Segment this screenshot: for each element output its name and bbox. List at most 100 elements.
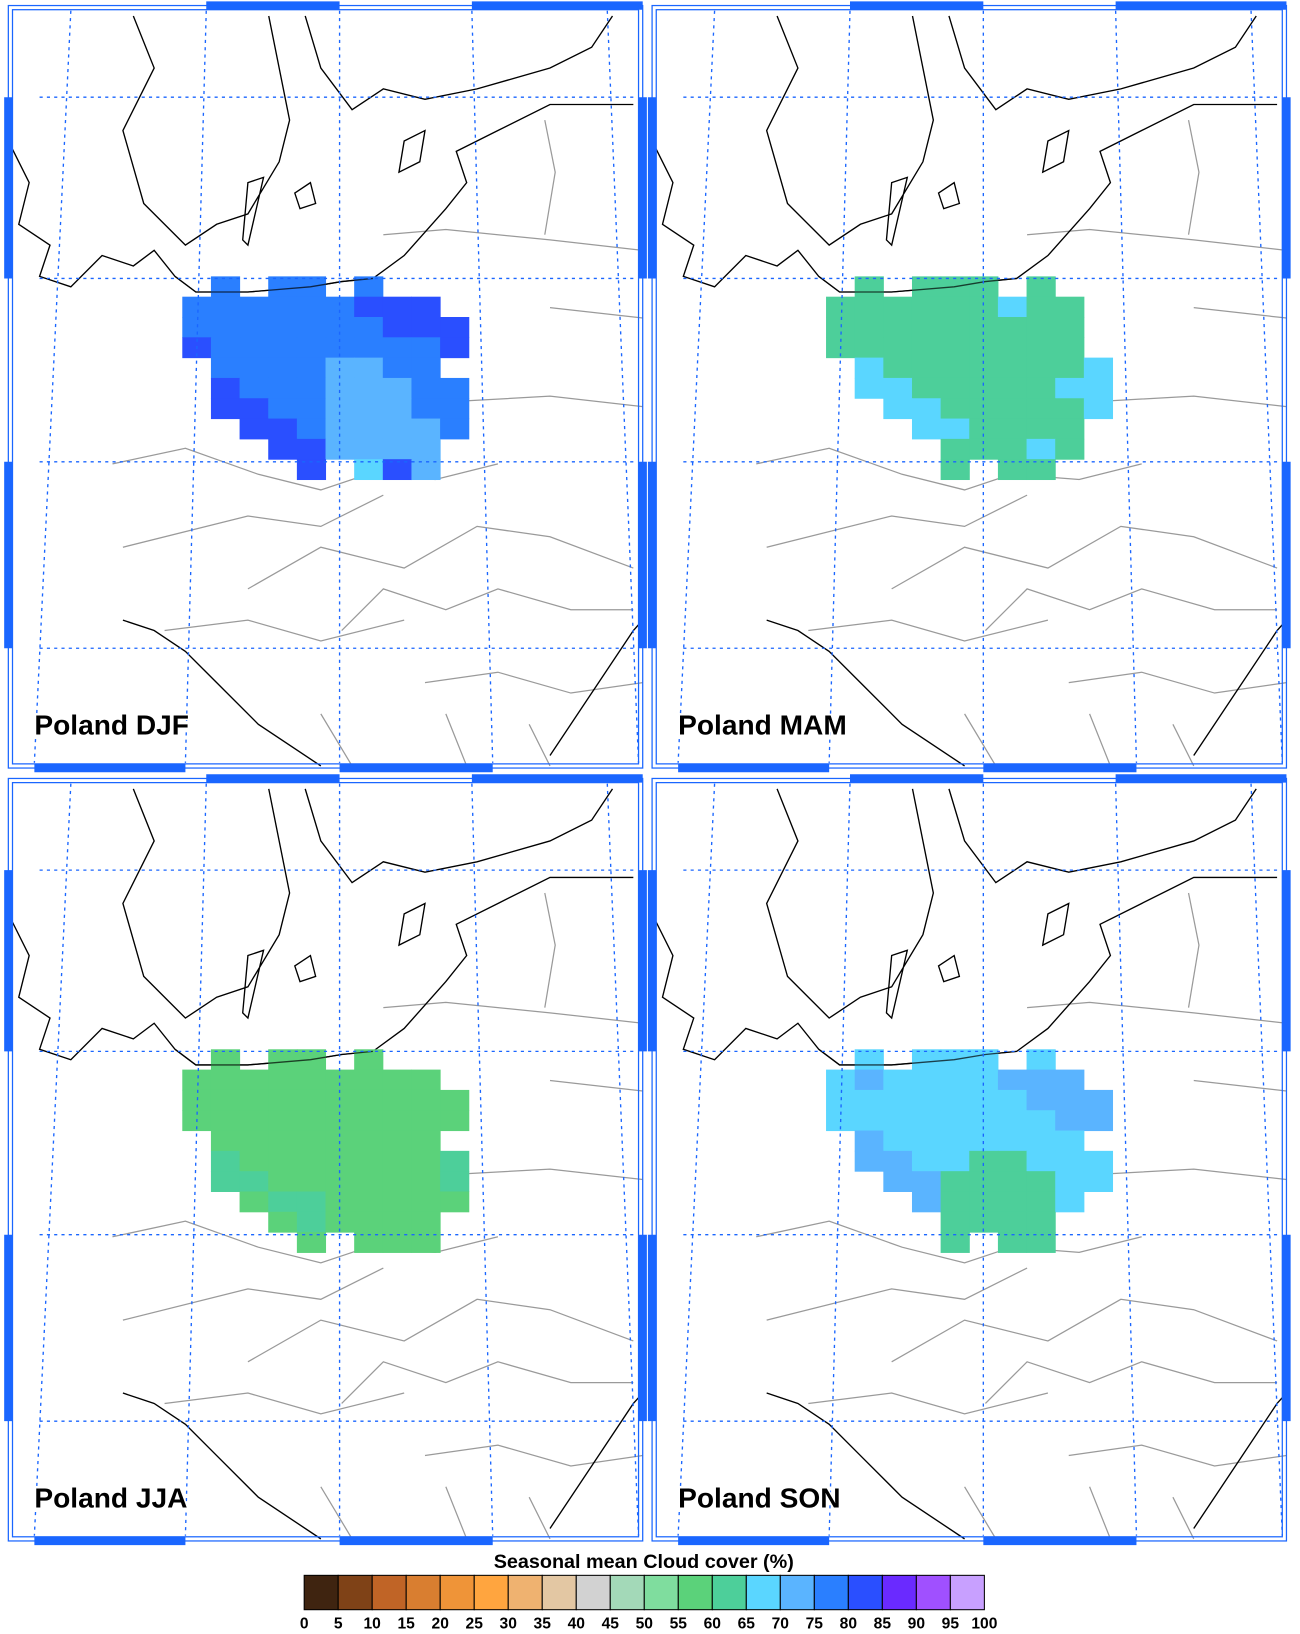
- grid-cell: [940, 459, 970, 481]
- grid-cell: [296, 1171, 327, 1192]
- grid-cell: [325, 398, 355, 420]
- coast-overlay: [174, 1048, 373, 1066]
- grid-cell: [268, 1150, 298, 1172]
- colorbar-tick-label: 65: [738, 1615, 756, 1632]
- colorbar-tick-label: 0: [300, 1615, 309, 1632]
- grid-cell: [969, 296, 999, 318]
- grid-cell: [296, 337, 327, 359]
- colorbar-tick-label: 80: [840, 1615, 858, 1632]
- graticule: [471, 783, 494, 1536]
- grid-cell: [1055, 1089, 1085, 1111]
- grid-cell: [382, 398, 412, 420]
- grid-cell: [268, 276, 298, 298]
- grid-cell: [940, 1089, 970, 1111]
- grid-cell: [1026, 1110, 1056, 1132]
- grid-cell: [210, 337, 241, 359]
- grid-cell: [296, 1211, 327, 1233]
- grid-cell: [1055, 317, 1085, 338]
- graticule: [33, 10, 72, 763]
- grid-cell: [296, 438, 327, 460]
- grid-cell: [440, 317, 470, 338]
- grid-cell: [1026, 1232, 1056, 1253]
- grid-cell: [854, 1049, 884, 1071]
- grid-cell: [440, 418, 470, 440]
- colorbar-tick-label: 40: [568, 1615, 586, 1632]
- grid-cell: [1026, 317, 1056, 338]
- map-panel: Poland SON: [647, 774, 1291, 1546]
- grid-cell: [826, 1089, 856, 1111]
- grid-cell: [440, 1171, 470, 1192]
- grid-cell: [239, 1069, 269, 1091]
- grid-cell: [854, 1150, 884, 1172]
- grid-cell: [940, 296, 970, 318]
- grid-cell: [911, 418, 942, 440]
- grid-cell: [382, 459, 412, 481]
- grid-cell: [997, 317, 1028, 338]
- grid-cell: [911, 1069, 942, 1091]
- graticule: [677, 10, 716, 763]
- grid-cell: [296, 1150, 327, 1172]
- grid-cell: [940, 357, 970, 379]
- grid-cell: [296, 317, 327, 338]
- grid-cell: [911, 1110, 942, 1132]
- colorbar-tick-label: 85: [874, 1615, 892, 1632]
- grid-cell: [411, 1150, 441, 1172]
- grid-cell: [239, 1171, 269, 1192]
- colorbar-box: [575, 1574, 611, 1611]
- colorbar-box: [609, 1574, 645, 1611]
- grid-cell: [239, 1130, 269, 1152]
- grid-cell: [969, 1150, 999, 1172]
- grid-cell: [826, 317, 856, 338]
- grid-cell: [1026, 276, 1056, 298]
- grid-cell: [411, 377, 441, 399]
- grid-cell: [239, 317, 269, 338]
- grid-cell: [854, 1110, 884, 1132]
- grid-cell: [296, 1191, 327, 1213]
- map-panel: Poland DJF: [4, 1, 647, 773]
- colorbar-box: [711, 1574, 747, 1611]
- grid-cell: [883, 398, 913, 420]
- grid-cell: [296, 1130, 327, 1152]
- grid-cell: [354, 1130, 384, 1152]
- grid-cell: [268, 1089, 298, 1111]
- grid-cell: [940, 337, 970, 359]
- grid-cell: [210, 1069, 241, 1091]
- grid-cell: [883, 357, 913, 379]
- colorbar-box: [371, 1574, 407, 1611]
- grid-cell: [182, 317, 212, 338]
- grid-cell: [1055, 418, 1085, 440]
- grid-cell: [382, 438, 412, 460]
- grid-cell: [854, 337, 884, 359]
- grid-cell: [382, 357, 412, 379]
- grid-cell: [354, 377, 384, 399]
- grid-cell: [296, 1069, 327, 1091]
- grid-cell: [1055, 438, 1085, 460]
- grid-cell: [354, 317, 384, 338]
- colorbar-tick-label: 60: [704, 1615, 722, 1632]
- grid-cell: [1083, 1150, 1114, 1172]
- grid-cell: [210, 357, 241, 379]
- grid-cell: [268, 1110, 298, 1132]
- grid-cell: [296, 1089, 327, 1111]
- grid-cell: [1026, 1211, 1056, 1233]
- graticule: [828, 10, 851, 763]
- grid-cell: [325, 296, 355, 318]
- grid-cell: [1026, 418, 1056, 440]
- grid-cell: [411, 1069, 441, 1091]
- grid-cell: [239, 357, 269, 379]
- grid-cell: [382, 1211, 412, 1233]
- colorbar-tick-label: 5: [334, 1615, 343, 1632]
- grid-cell: [911, 1191, 942, 1213]
- colorbar-box: [337, 1574, 373, 1611]
- colorbar-box: [813, 1574, 849, 1611]
- grid-cell: [440, 1150, 470, 1172]
- grid-cell: [883, 1150, 913, 1172]
- grid-cell: [1055, 1191, 1085, 1213]
- grid-cell: [354, 398, 384, 420]
- grid-cell: [1026, 1049, 1056, 1071]
- grid-cell: [296, 1232, 327, 1253]
- grid-cell: [940, 1069, 970, 1091]
- grid-cell: [969, 276, 999, 298]
- grid-cell: [969, 1069, 999, 1091]
